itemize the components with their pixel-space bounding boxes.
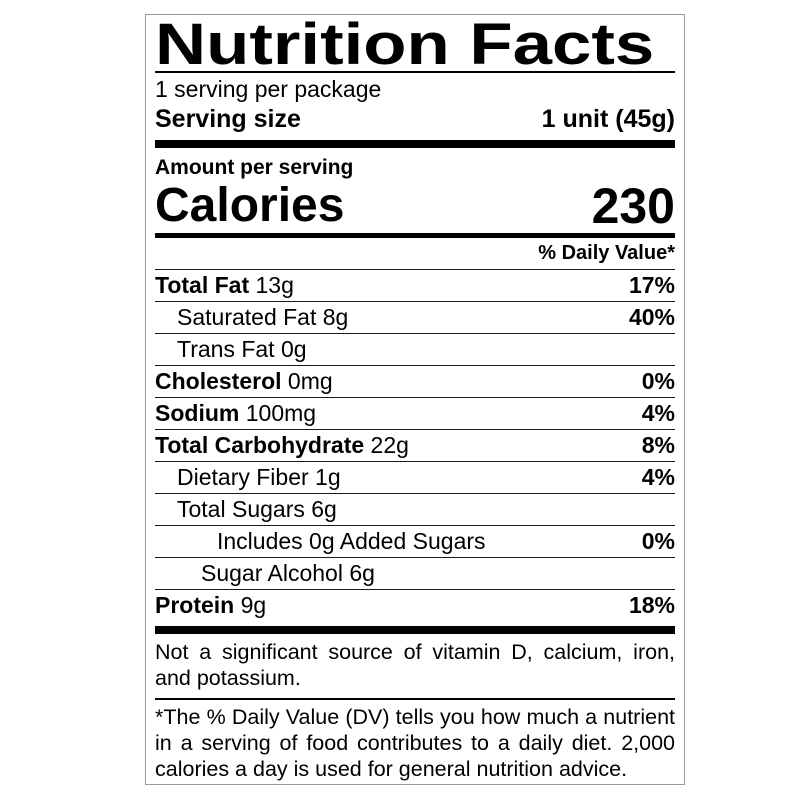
- nutrient-daily-value: 40%: [628, 304, 675, 330]
- section-divider-thick-bottom: [155, 626, 675, 634]
- nutrient-name: Dietary Fiber: [177, 464, 309, 490]
- nutrient-daily-value: 0%: [641, 528, 675, 554]
- nutrient-name: Saturated Fat: [177, 304, 317, 330]
- calories-label: Calories: [155, 179, 345, 232]
- servings-per-package: 1 serving per package: [155, 76, 382, 102]
- label-title: Nutrition Facts: [155, 12, 675, 77]
- nutrient-amount: 22g: [364, 432, 409, 458]
- nutrient-row: Protein 9g 18%: [155, 590, 675, 621]
- daily-value-header: % Daily Value*: [155, 238, 675, 270]
- nutrient-row: Total Fat 13g 17%: [155, 270, 675, 302]
- nutrient-row: Sugar Alcohol 6g: [155, 558, 675, 590]
- nutrient-daily-value: 17%: [628, 272, 675, 298]
- section-divider-thick-top: [155, 140, 675, 148]
- serving-size-label: Serving size: [155, 105, 301, 133]
- nutrient-amount: 8g: [316, 304, 349, 330]
- nutrient-name: Total Fat: [155, 272, 250, 298]
- nutrient-name: Sodium: [155, 400, 240, 426]
- nutrient-amount: 9g: [234, 592, 267, 618]
- title-divider: [155, 71, 675, 73]
- nutrient-row: Total Sugars 6g: [155, 494, 675, 526]
- nutrient-daily-value: 4%: [641, 400, 675, 426]
- nutrient-row: Saturated Fat 8g 40%: [155, 302, 675, 334]
- nutrient-rows: Total Fat 13g 17% Saturated Fat 8g 40% Trans…: [155, 270, 675, 621]
- calories-divider: [155, 233, 675, 238]
- nutrient-amount: 0mg: [281, 368, 333, 394]
- nutrient-name: Trans Fat: [177, 336, 275, 362]
- nutrient-amount: 0g: [274, 336, 307, 362]
- calories-row: Calories 230: [155, 178, 675, 234]
- nutrient-name: Total Sugars: [177, 496, 305, 522]
- serving-size-value: 1 unit (45g): [541, 105, 675, 133]
- nutrient-row: Includes 0g Added Sugars 0%: [155, 526, 675, 558]
- label-title-text: Nutrition Facts: [155, 12, 655, 77]
- nutrient-daily-value: 4%: [641, 464, 675, 490]
- nutrient-name: Cholesterol: [155, 368, 282, 394]
- serving-size-row: Serving size 1 unit (45g): [155, 103, 675, 135]
- nutrient-name: Protein: [155, 592, 235, 618]
- nutrient-row: Cholesterol 0mg 0%: [155, 366, 675, 398]
- amount-per-serving-label: Amount per serving: [155, 156, 354, 179]
- footnote-divider: [155, 698, 675, 700]
- nutrient-amount: 13g: [249, 272, 294, 298]
- nutrient-row: Trans Fat 0g: [155, 334, 675, 366]
- nutrient-daily-value: 18%: [628, 592, 675, 618]
- daily-value-footnote: *The % Daily Value (DV) tells you how mu…: [155, 705, 675, 781]
- nutrient-amount: 1g: [308, 464, 341, 490]
- nutrient-row: Total Carbohydrate 22g 8%: [155, 430, 675, 462]
- nutrient-daily-value: 8%: [641, 432, 675, 458]
- nutrition-facts-label: Nutrition Facts 1 serving per package Se…: [145, 14, 685, 785]
- nutrient-amount: 6g: [342, 560, 375, 586]
- nutrient-name: Sugar Alcohol: [201, 560, 343, 586]
- nutrient-row: Sodium 100mg 4%: [155, 398, 675, 430]
- nutrient-amount: 100mg: [239, 400, 317, 426]
- nutrient-row: Dietary Fiber 1g 4%: [155, 462, 675, 494]
- nutrient-daily-value: 0%: [641, 368, 675, 394]
- nutrient-name: Total Carbohydrate: [155, 432, 365, 458]
- insignificant-nutrients-note: Not a significant source of vitamin D, c…: [155, 640, 675, 690]
- nutrient-amount: 6g: [304, 496, 337, 522]
- nutrient-name: Includes 0g Added Sugars: [217, 528, 486, 554]
- calories-value: 230: [591, 178, 675, 234]
